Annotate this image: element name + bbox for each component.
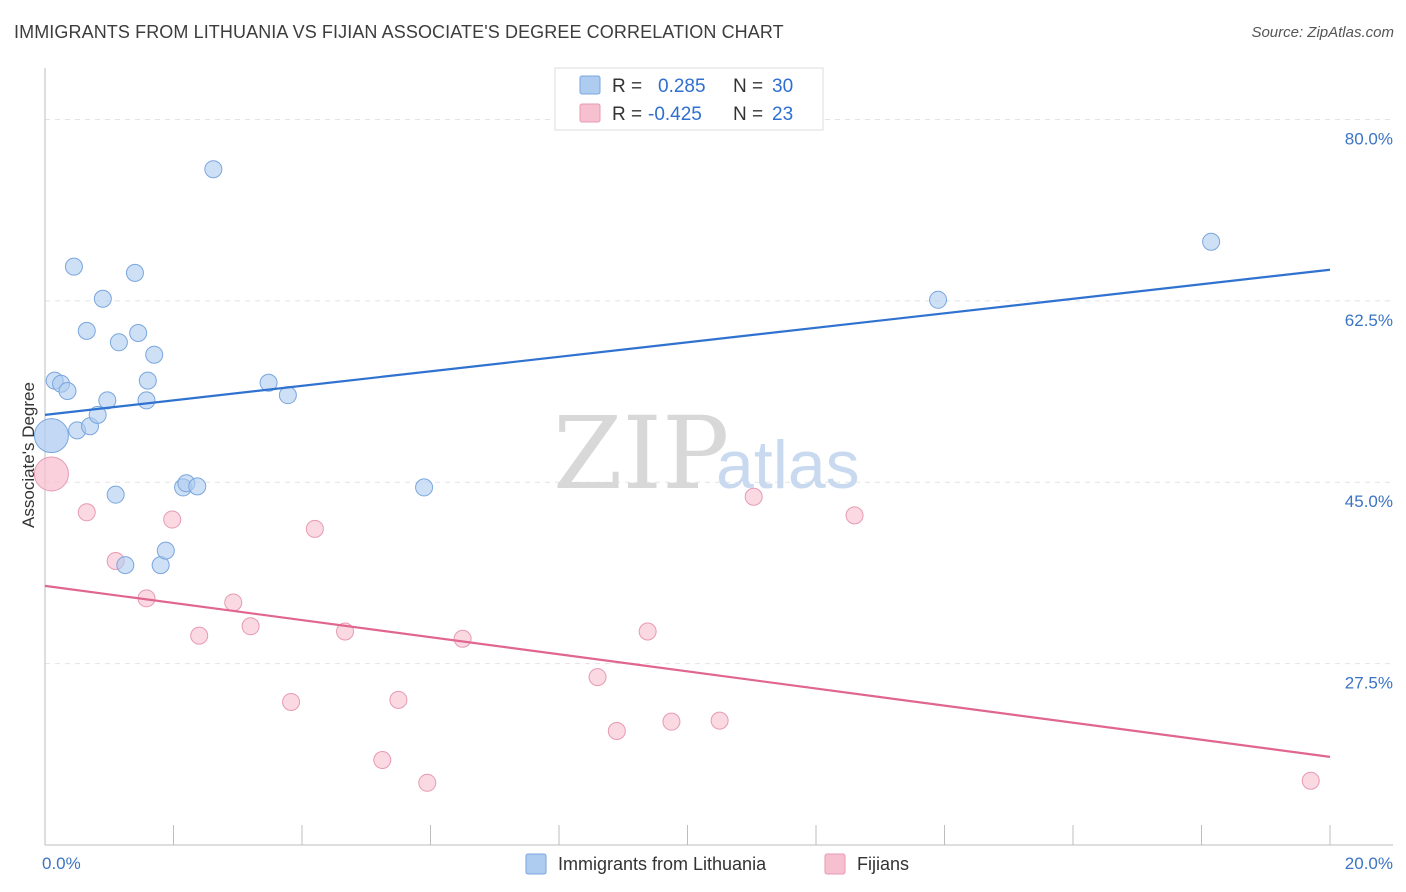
fijians-point-4 — [163, 510, 182, 529]
lithuania-point-17 — [138, 371, 157, 390]
lithuania-point-20 — [156, 541, 175, 560]
y-tick-label-1: 62.5% — [1345, 311, 1393, 330]
fijians-point-0 — [33, 456, 69, 492]
lithuania-point-14 — [125, 263, 144, 282]
fijians-point-20 — [744, 487, 763, 506]
fijians-point-11 — [373, 751, 392, 770]
chart-title: IMMIGRANTS FROM LITHUANIA VS FIJIAN ASSO… — [14, 22, 784, 42]
legend-n-label-2: N = — [733, 104, 763, 125]
y-tick-label-2: 45.0% — [1345, 492, 1393, 511]
lithuania-point-23 — [188, 477, 207, 496]
fijians-point-22 — [1301, 771, 1320, 790]
fijians-point-13 — [418, 773, 437, 792]
y-axis-label: Associate's Degree — [19, 382, 38, 528]
series-legend-lithuania: Immigrants from Lithuania — [558, 854, 767, 874]
legend-r-label-1: R = — [612, 76, 642, 97]
stats-legend: R = 0.285 N = 30 R = -0.425 N = 23 — [554, 67, 824, 131]
y-tick-labels: 80.0% 62.5% 45.0% 27.5% — [1345, 129, 1393, 692]
y-tick-label-3: 27.5% — [1345, 674, 1393, 693]
series-legend-swatch-lithuania — [525, 853, 547, 875]
lithuania-trend-line — [44, 268, 1331, 416]
lithuania-point-4 — [64, 257, 83, 276]
lithuania-point-13 — [116, 556, 135, 575]
legend-r-value-2: -0.425 — [648, 104, 702, 125]
lithuania-point-12 — [109, 333, 128, 352]
fijians-point-18 — [662, 712, 681, 731]
lithuania-point-3 — [58, 382, 77, 401]
lithuania-point-11 — [106, 485, 125, 504]
fijians-point-8 — [282, 692, 301, 711]
lithuania-point-6 — [77, 321, 96, 340]
trend-lines — [44, 268, 1331, 758]
lithuania-point-27 — [415, 478, 434, 497]
series-legend-fijians: Fijians — [857, 854, 909, 874]
fijians-point-16 — [607, 721, 626, 740]
lithuania-point-25 — [259, 373, 278, 392]
fijians-point-1 — [77, 503, 96, 522]
lithuania-points — [33, 160, 1221, 575]
fijians-point-7 — [241, 617, 260, 636]
fijians-point-12 — [389, 690, 408, 709]
lithuania-point-29 — [1202, 232, 1221, 251]
source-label: Source: ZipAtlas.com — [1251, 24, 1394, 41]
lithuania-point-9 — [93, 289, 112, 308]
y-tick-label-0: 80.0% — [1345, 129, 1393, 148]
watermark-atlas: atlas — [716, 427, 860, 503]
fijians-point-15 — [588, 668, 607, 687]
fijians-point-19 — [710, 711, 729, 730]
fijians-point-6 — [224, 593, 243, 612]
lithuania-point-0 — [33, 418, 69, 454]
legend-n-label-1: N = — [733, 76, 763, 97]
lithuania-point-16 — [137, 391, 156, 410]
fijians-point-9 — [305, 519, 324, 538]
x-tick-label-0: 0.0% — [42, 854, 81, 873]
fijians-points — [33, 456, 1320, 792]
fijians-point-21 — [845, 506, 864, 525]
series-legend: Immigrants from Lithuania Fijians — [525, 853, 909, 875]
x-tick-labels: 0.0% 20.0% — [42, 854, 1393, 873]
fijians-trend-line — [44, 584, 1331, 758]
lithuania-point-28 — [929, 290, 948, 309]
legend-n-value-1: 30 — [772, 76, 793, 97]
lithuania-point-18 — [145, 345, 164, 364]
legend-r-value-1: 0.285 — [658, 76, 706, 97]
x-tick-label-1: 20.0% — [1345, 854, 1393, 873]
legend-swatch-blue — [579, 75, 601, 95]
legend-n-value-2: 23 — [772, 104, 793, 125]
watermark-zip: ZIP — [553, 395, 729, 512]
lithuania-point-26 — [278, 386, 297, 405]
series-legend-swatch-fijians — [824, 853, 846, 875]
lithuania-point-8 — [88, 405, 107, 424]
lithuania-point-15 — [129, 323, 148, 342]
fijians-point-5 — [190, 626, 209, 645]
axes — [44, 68, 1393, 846]
lithuania-point-24 — [204, 160, 223, 179]
fijians-point-17 — [638, 622, 657, 641]
legend-r-label-2: R = — [612, 104, 642, 125]
legend-swatch-pink — [579, 103, 601, 123]
fijians-point-14 — [453, 629, 472, 648]
